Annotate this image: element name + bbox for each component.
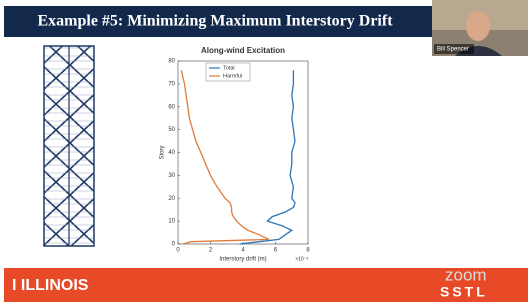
y-tick-label: 80 (168, 59, 175, 65)
zoom-logo: zoom (445, 265, 487, 284)
footer-left: I ILLINOIS (12, 277, 89, 294)
y-tick-label: 50 (168, 127, 175, 133)
legend-label: Harmful (223, 73, 242, 79)
y-tick-label: 60 (168, 104, 175, 110)
y-tick-label: 10 (168, 219, 175, 225)
x-multiplier: ×10⁻³ (295, 256, 308, 262)
y-tick-label: 30 (168, 173, 175, 179)
y-tick-label: 70 (168, 81, 175, 87)
page: Example #5: Minimizing Maximum Interstor… (0, 0, 528, 307)
slide-title: Example #5: Minimizing Maximum Interstor… (37, 13, 393, 30)
y-tick-label: 20 (168, 196, 175, 202)
y-axis-label: Story (160, 145, 166, 159)
x-axis-label: Interstory drift (m) (219, 257, 266, 263)
footer-logo: SSTL (440, 284, 488, 300)
chart-title: Along-wind Excitation (201, 46, 285, 55)
legend-label: Total (223, 65, 235, 71)
screen: Example #5: Minimizing Maximum Interstor… (0, 0, 528, 302)
y-tick-label: 40 (168, 150, 175, 156)
face (466, 11, 490, 41)
name-text: Bill Spencer (437, 47, 469, 53)
